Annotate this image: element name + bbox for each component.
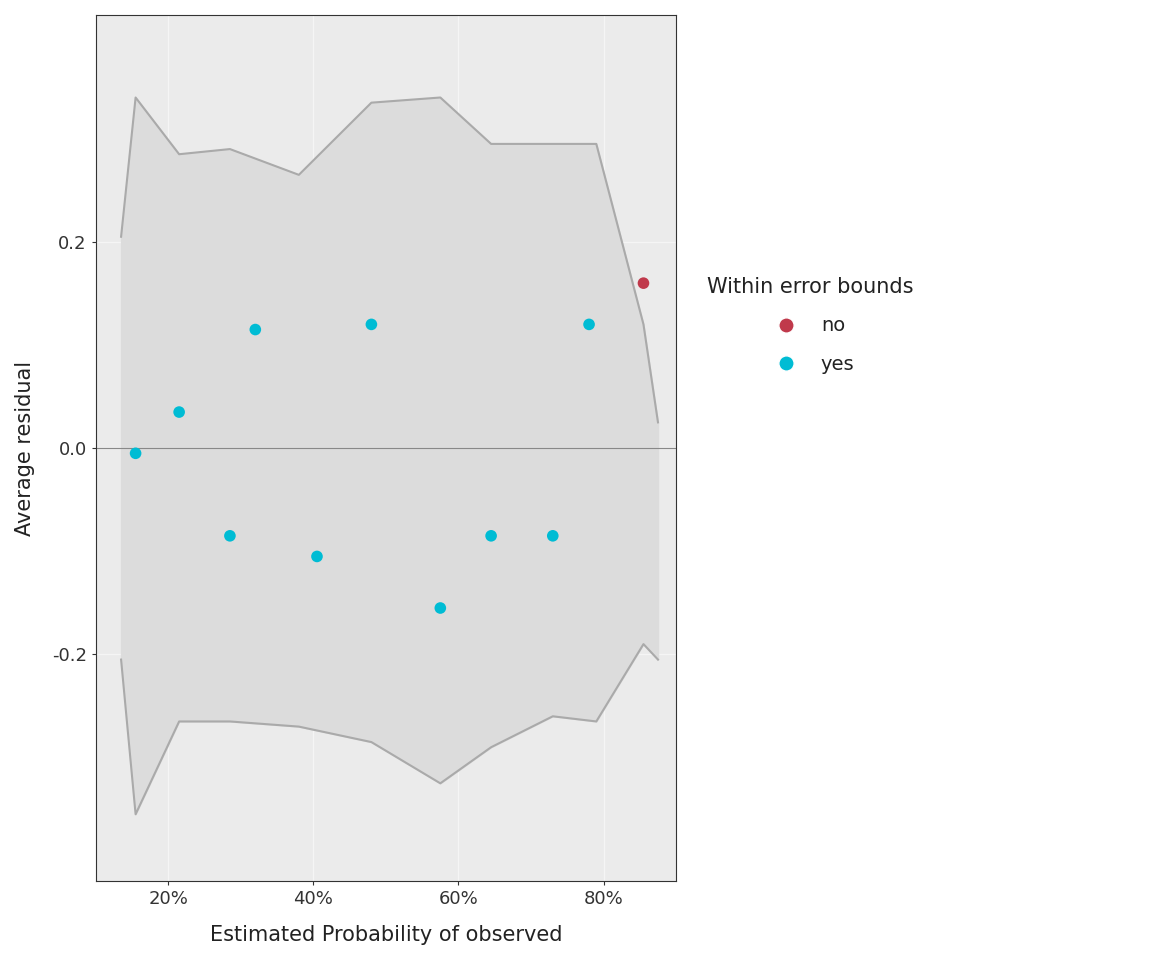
Point bbox=[221, 528, 240, 543]
Point bbox=[635, 276, 653, 291]
Y-axis label: Average residual: Average residual bbox=[15, 361, 35, 536]
Point bbox=[482, 528, 500, 543]
Point bbox=[247, 322, 265, 337]
Point bbox=[362, 317, 380, 332]
Point bbox=[169, 404, 188, 420]
Legend: no, yes: no, yes bbox=[697, 267, 924, 384]
Point bbox=[544, 528, 562, 543]
X-axis label: Estimated Probability of observed: Estimated Probability of observed bbox=[210, 925, 562, 945]
Point bbox=[308, 549, 326, 564]
Point bbox=[127, 445, 145, 461]
Point bbox=[579, 317, 598, 332]
Point bbox=[431, 600, 449, 615]
